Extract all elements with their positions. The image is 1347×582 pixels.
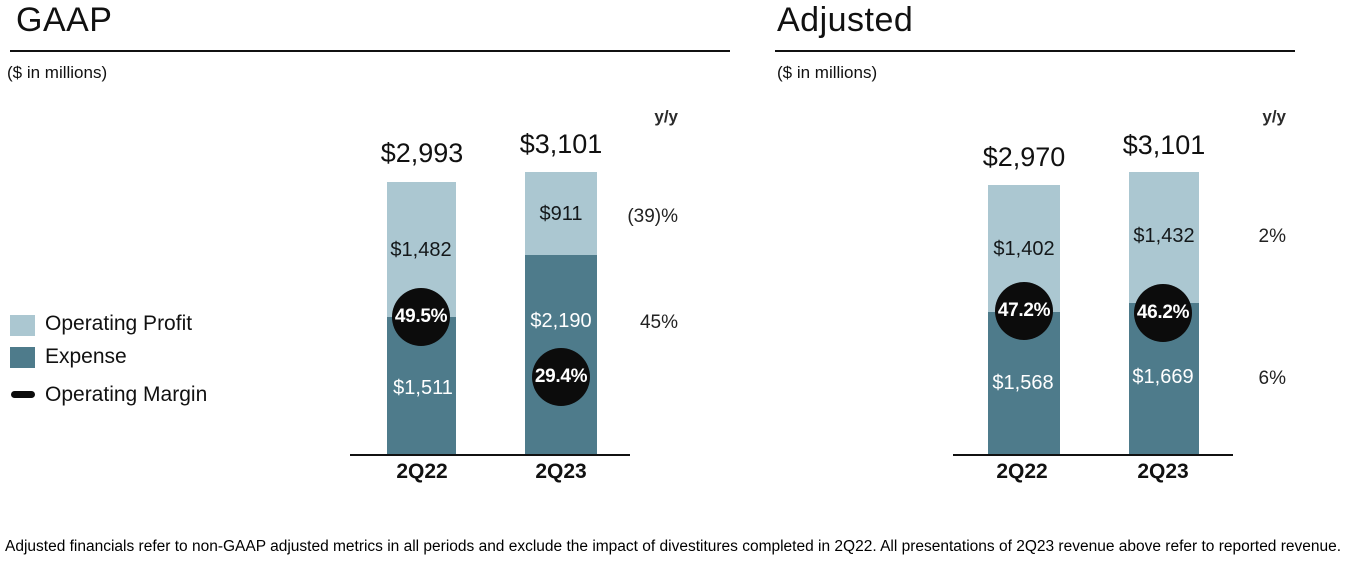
footnote: Adjusted financials refer to non-GAAP ad…	[5, 538, 1342, 555]
gaap-yoy-expense: 45%	[639, 312, 678, 333]
gaap-2q22-operating-margin-value: 49.5%	[394, 306, 448, 327]
gaap-2q23-operating-margin-value: 29.4%	[534, 366, 588, 387]
adjusted-chart-subtitle: ($ in millions)	[777, 63, 878, 82]
adjusted-yoy-operating-profit: 2%	[1258, 226, 1286, 247]
adjusted-chart-title: Adjusted	[777, 1, 914, 39]
legend-dash-operating-margin-icon	[11, 391, 35, 398]
adjusted-2q23-operating-profit-value: $1,432	[1133, 225, 1195, 247]
gaap-x-axis-line	[350, 454, 630, 456]
legend-swatch-expense	[10, 347, 35, 368]
gaap-2q22-operating-margin-marker: 49.5%	[392, 288, 450, 346]
adjusted-2q22-operating-margin-value: 47.2%	[997, 300, 1051, 321]
gaap-yoy-operating-profit: (39)%	[627, 206, 678, 227]
gaap-title-rule	[10, 50, 730, 52]
gaap-category-2q23: 2Q23	[535, 460, 587, 483]
adjusted-2q23-operating-profit-segment	[1129, 172, 1199, 303]
legend-label-expense: Expense	[45, 345, 127, 368]
adjusted-category-2q22: 2Q22	[996, 460, 1048, 483]
adjusted-2q23-expense-value: $1,669	[1132, 366, 1194, 388]
legend-label-operating-margin: Operating Margin	[45, 383, 208, 406]
legend-label-operating-profit: Operating Profit	[45, 312, 193, 335]
gaap-2q23-expense-value: $2,190	[530, 310, 592, 332]
adjusted-title-rule	[775, 50, 1295, 52]
gaap-2q23-operating-profit-segment	[525, 172, 597, 255]
gaap-2q23-operating-margin-marker: 29.4%	[532, 348, 590, 406]
adjusted-2q22-expense-value: $1,568	[992, 372, 1054, 394]
gaap-2q23-operating-profit-value: $911	[539, 203, 583, 225]
adjusted-2q23-operating-margin-value: 46.2%	[1136, 302, 1190, 323]
adjusted-yoy-expense: 6%	[1258, 368, 1286, 389]
gaap-chart-title: GAAP	[16, 1, 113, 39]
adjusted-category-2q23: 2Q23	[1137, 460, 1189, 483]
adjusted-x-axis-line	[953, 454, 1233, 456]
gaap-2q22-expense-value: $1,511	[393, 377, 453, 399]
gaap-2q22-total-label: $2,993	[380, 138, 464, 168]
adjusted-2q23-total-label: $3,101	[1122, 130, 1206, 160]
adjusted-yoy-column-header: y/y	[1262, 107, 1286, 126]
gaap-category-2q22: 2Q22	[396, 460, 448, 483]
gaap-2q22-operating-profit-value: $1,482	[390, 239, 452, 261]
gaap-2q23-total-label: $3,101	[519, 129, 603, 159]
adjusted-2q22-operating-profit-value: $1,402	[993, 238, 1055, 260]
gaap-chart-subtitle: ($ in millions)	[7, 63, 108, 82]
adjusted-2q23-operating-margin-marker: 46.2%	[1134, 284, 1192, 342]
adjusted-2q22-total-label: $2,970	[982, 142, 1066, 172]
adjusted-2q22-operating-margin-marker: 47.2%	[995, 282, 1053, 340]
gaap-yoy-column-header: y/y	[654, 107, 678, 126]
legend-swatch-operating-profit	[10, 315, 35, 336]
